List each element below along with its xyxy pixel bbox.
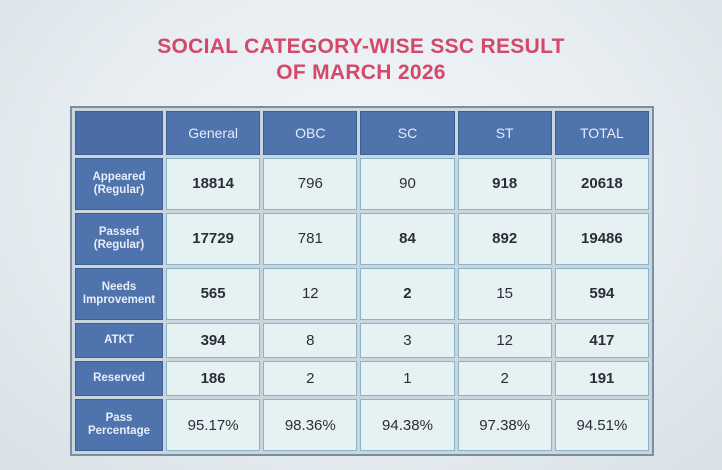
table-cell: 15 xyxy=(457,267,552,320)
table-cell: 191 xyxy=(554,360,649,397)
table-cell: 781 xyxy=(263,212,358,265)
table-cell: 94.51% xyxy=(554,399,649,451)
row-label-pass-percentage: Pass Percentage xyxy=(75,399,163,451)
table-cell: 594 xyxy=(554,267,649,320)
table-cell: 892 xyxy=(457,212,552,265)
table-cell: 95.17% xyxy=(166,399,261,451)
column-header-general: General xyxy=(166,111,261,155)
page-title: SOCIAL CATEGORY-WISE SSC RESULT OF MARCH… xyxy=(0,34,722,86)
table-cell: 186 xyxy=(166,360,261,397)
table-header-row: General OBC SC ST TOTAL xyxy=(75,111,649,155)
column-header-sc: SC xyxy=(360,111,455,155)
table-cell: 20618 xyxy=(554,158,649,210)
table-cell: 2 xyxy=(263,360,358,397)
table-cell: 12 xyxy=(457,322,552,358)
title-line-1: SOCIAL CATEGORY-WISE SSC RESULT xyxy=(157,35,565,58)
result-table-grid: General OBC SC ST TOTAL Appeared (Regula… xyxy=(72,108,652,454)
table-cell: 1 xyxy=(360,360,455,397)
table-row: Passed (Regular) 17729 781 84 892 19486 xyxy=(75,212,649,265)
row-label-needs-improvement: Needs Improvement xyxy=(75,267,163,320)
row-label-atkt: ATKT xyxy=(75,322,163,358)
table-cell: 97.38% xyxy=(457,399,552,451)
row-label-passed: Passed (Regular) xyxy=(75,212,163,265)
table-cell: 19486 xyxy=(554,212,649,265)
table-row: Pass Percentage 95.17% 98.36% 94.38% 97.… xyxy=(75,399,649,451)
table-cell: 394 xyxy=(166,322,261,358)
table-cell: 12 xyxy=(263,267,358,320)
table-cell: 98.36% xyxy=(263,399,358,451)
table-cell: 796 xyxy=(263,158,358,210)
result-table: General OBC SC ST TOTAL Appeared (Regula… xyxy=(70,106,654,456)
table-row: Reserved 186 2 1 2 191 xyxy=(75,360,649,397)
column-header-st: ST xyxy=(457,111,552,155)
title-line-2: OF MARCH 2026 xyxy=(276,61,446,84)
table-row: ATKT 394 8 3 12 417 xyxy=(75,322,649,358)
column-header-total: TOTAL xyxy=(554,111,649,155)
row-label-appeared: Appeared (Regular) xyxy=(75,158,163,210)
table-row: Needs Improvement 565 12 2 15 594 xyxy=(75,267,649,320)
column-header-obc: OBC xyxy=(263,111,358,155)
table-cell: 17729 xyxy=(166,212,261,265)
table-cell: 565 xyxy=(166,267,261,320)
table-corner-cell xyxy=(75,111,163,155)
table-cell: 2 xyxy=(360,267,455,320)
table-cell: 417 xyxy=(554,322,649,358)
table-cell: 2 xyxy=(457,360,552,397)
table-cell: 84 xyxy=(360,212,455,265)
table-cell: 918 xyxy=(457,158,552,210)
table-cell: 90 xyxy=(360,158,455,210)
table-cell: 94.38% xyxy=(360,399,455,451)
table-cell: 18814 xyxy=(166,158,261,210)
table-cell: 3 xyxy=(360,322,455,358)
row-label-reserved: Reserved xyxy=(75,360,163,397)
table-row: Appeared (Regular) 18814 796 90 918 2061… xyxy=(75,158,649,210)
table-cell: 8 xyxy=(263,322,358,358)
